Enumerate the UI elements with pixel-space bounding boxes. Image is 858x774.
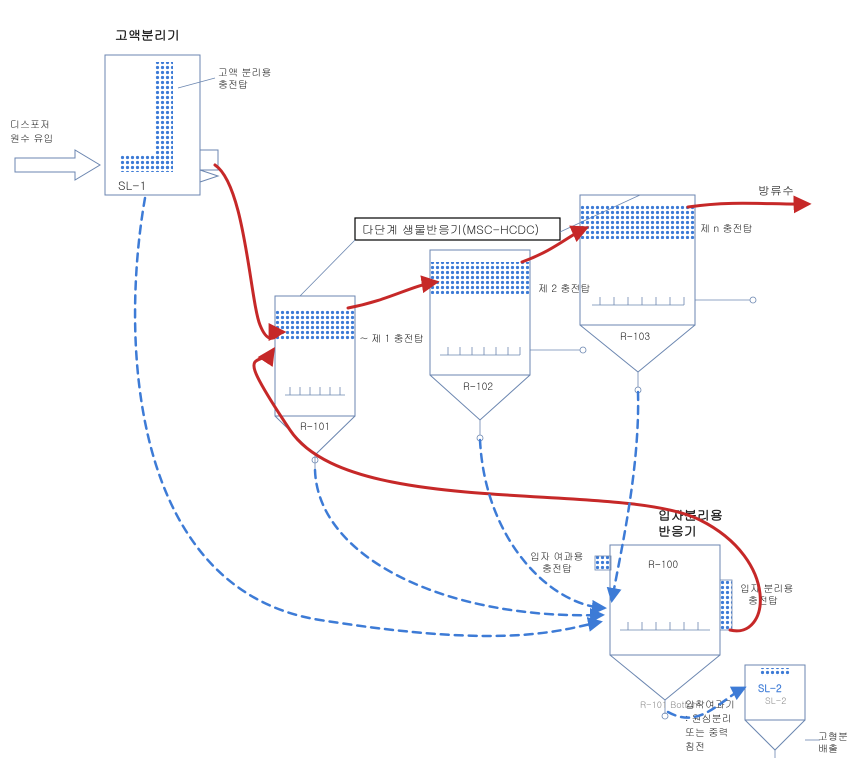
r102-id: R-102	[463, 379, 493, 393]
flow-r103-out	[688, 203, 808, 207]
sl1-anno2: 충전탑	[218, 77, 248, 91]
solids2: 배출	[818, 741, 838, 755]
inflow-arrow: 디스포저 원수 유입	[10, 117, 100, 180]
filter-annotation: R-101 Bottom 압착여과기 : 원심분리 또는 중력 침전	[640, 697, 735, 753]
vessel-sl1: 고액분리기 SL-1 고액 분리용 충전탑	[105, 25, 271, 195]
vessel-r100: 입자분리용 반응기 입자 여과용 충전탑 입자 분리용 충전탑 R-100	[530, 505, 793, 719]
flow-sl1-r101	[215, 165, 283, 338]
sl2-id: SL-2	[758, 681, 782, 695]
filter4: 침전	[685, 739, 705, 753]
sl1-id: SL-1	[118, 177, 147, 194]
vessel-r103: R-103 제 n 충전탑 방류수	[580, 182, 794, 393]
r100-anno1b: 충전탑	[542, 561, 572, 575]
flow-r101-r102	[348, 282, 436, 308]
vessel-r102: R-102 제 2 충전탑	[430, 250, 590, 441]
r102-pack: 제 2 충전탑	[538, 281, 590, 295]
inflow-label1: 디스포저	[10, 117, 50, 131]
r103-id: R-103	[620, 329, 650, 343]
r103-packn: 제 n 충전탑	[700, 221, 752, 235]
sl2-id-small: SL-2	[765, 694, 786, 707]
inflow-label2: 원수 유입	[10, 131, 53, 145]
effluent-label: 방류수	[758, 182, 794, 199]
vessel-r101: R-101 ~ 제 1 충전탑	[275, 296, 424, 473]
recycle-r103-r100	[612, 392, 638, 600]
process-diagram: 고액분리기 SL-1 고액 분리용 충전탑 디스포저 원수 유입 다단계 생물반…	[0, 0, 858, 774]
r100-id: R-100	[648, 557, 678, 571]
vessel-sl2: SL-2 SL-2 고형분 배출	[745, 665, 848, 758]
sl1-title: 고액분리기	[115, 25, 180, 44]
recycle-r102-r100	[480, 440, 604, 608]
filter2: : 원심분리	[685, 711, 732, 725]
r100-anno2b: 충전탑	[748, 593, 778, 607]
filter1: 압착여과기	[685, 697, 735, 711]
r101-id: R-101	[300, 419, 330, 433]
bioreactor-title: 다단계 생물반응기(MSC-HCDC)	[362, 221, 539, 238]
r101-pack: ~ 제 1 충전탑	[360, 331, 424, 345]
r100-title2: 반응기	[658, 521, 697, 540]
filter3: 또는 중력	[685, 725, 728, 739]
